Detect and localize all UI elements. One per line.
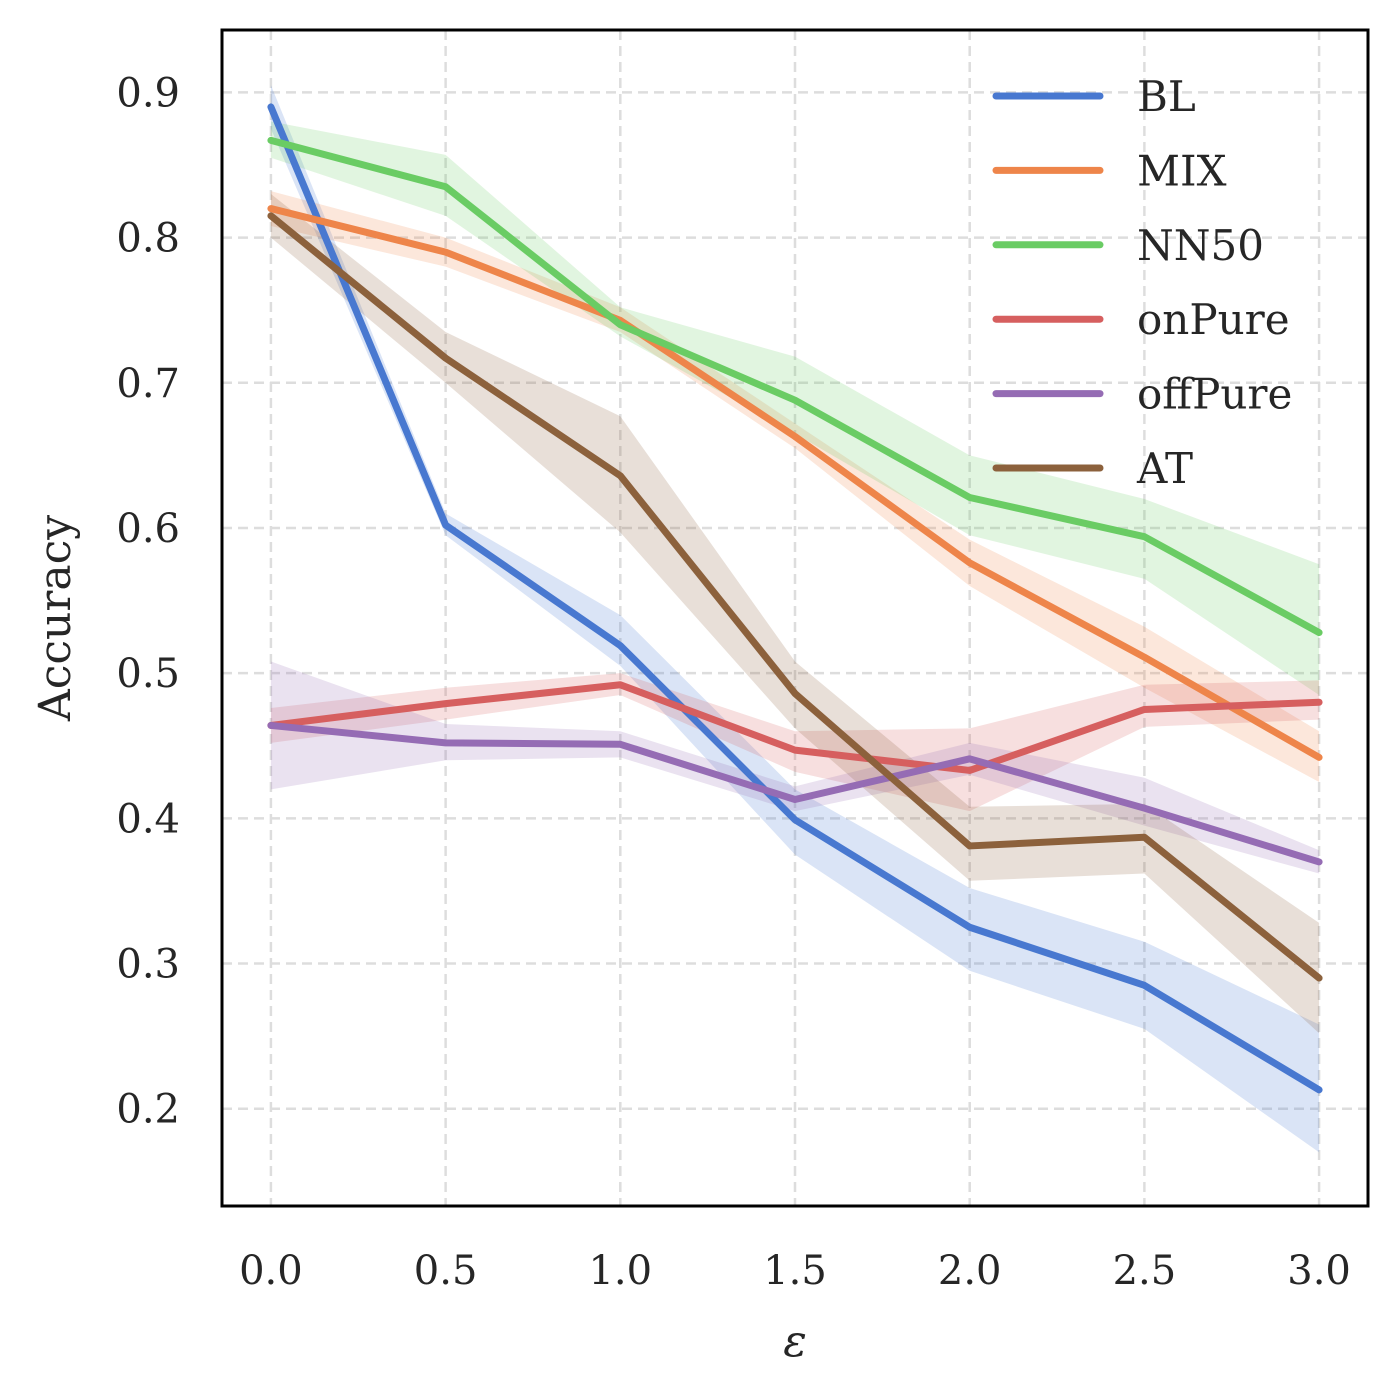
y-tick-label: 0.5 [116, 651, 180, 697]
y-tick-label: 0.9 [116, 70, 180, 116]
y-tick-label: 0.2 [116, 1087, 180, 1133]
legend-label: onPure [1137, 295, 1290, 344]
band-mix [270, 191, 1320, 783]
line-bl [267, 103, 1323, 1094]
y-tick-label: 0.8 [116, 216, 180, 262]
band-nn50 [270, 121, 1320, 695]
grid [222, 30, 1368, 1206]
line-offpure [267, 721, 1323, 866]
x-tick-label: 0.0 [239, 1248, 303, 1294]
x-tick-label: 1.5 [763, 1248, 827, 1294]
y-tick-label: 0.3 [116, 942, 180, 988]
x-axis-ticks: 0.0 0.5 1.0 1.5 2.0 2.5 3.0 [239, 1248, 1351, 1294]
plot-frame [220, 28, 1370, 1208]
legend-label: BL [1137, 72, 1196, 121]
line-nn50 [267, 136, 1323, 637]
y-axis-ticks: 0.2 0.3 0.4 0.5 0.6 0.7 0.8 0.9 [116, 70, 180, 1132]
line-mix [267, 205, 1323, 761]
x-tick-label: 2.5 [1113, 1248, 1177, 1294]
legend-label: AT [1136, 444, 1193, 493]
x-tick-label: 2.0 [938, 1248, 1002, 1294]
legend-label: offPure [1137, 370, 1292, 419]
line-at [267, 212, 1323, 982]
legend: BL MIX NN50 onPure offPure AT [992, 72, 1292, 493]
line-onpure [267, 681, 1323, 774]
band-onpure [270, 673, 1320, 812]
y-axis-label: Accuracy [30, 515, 81, 722]
x-tick-label: 3.0 [1287, 1248, 1351, 1294]
confidence-bands [270, 85, 1320, 1153]
band-bl [270, 85, 1320, 1153]
y-tick-label: 0.6 [116, 506, 180, 552]
x-tick-label: 1.0 [588, 1248, 652, 1294]
x-tick-label: 0.5 [414, 1248, 478, 1294]
legend-label: NN50 [1137, 221, 1264, 270]
band-at [270, 194, 1320, 1034]
legend-label: MIX [1137, 146, 1227, 195]
x-axis-label: ε [783, 1316, 807, 1367]
y-tick-label: 0.7 [116, 361, 180, 407]
y-tick-label: 0.4 [116, 796, 180, 842]
series-lines [267, 103, 1323, 1094]
